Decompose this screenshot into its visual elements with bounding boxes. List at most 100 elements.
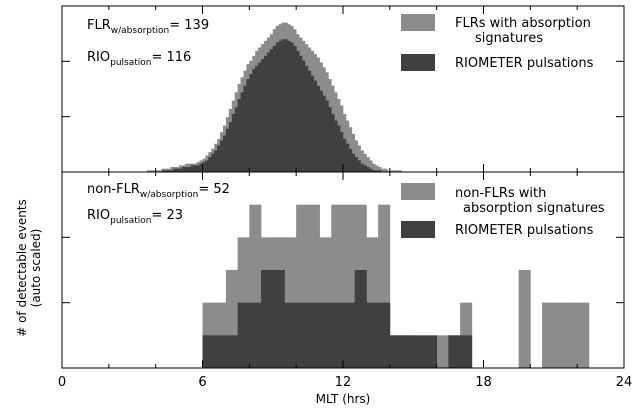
y-axis-label-line2: (auto scaled) — [29, 229, 43, 308]
bottom-annotation-nonflr: non-FLRw/absorption= 52 — [87, 182, 230, 200]
top-bar-pulsation — [296, 50, 300, 172]
top-bar-pulsation — [225, 128, 230, 172]
bot-annot-nonflr-name: non-FLR — [87, 182, 140, 197]
top-bar-pulsation — [354, 157, 358, 172]
top-bar-pulsation — [348, 148, 353, 172]
top-bar-pulsation — [302, 60, 306, 172]
top-bar-absorption — [383, 168, 388, 172]
top-bar-pulsation — [331, 113, 335, 172]
top-annotation-flr: FLRw/absorption= 139 — [87, 18, 209, 36]
bottom-bar-absorption — [518, 270, 531, 368]
top-bar-pulsation — [173, 168, 177, 172]
top-bar-pulsation — [217, 145, 221, 172]
top-bar-pulsation — [164, 170, 168, 172]
top-panel: FLRw/absorption= 139 RIOpulsation= 116 F… — [61, 5, 625, 173]
top-bar-absorption — [375, 165, 379, 172]
bottom-bar-pulsation — [214, 335, 227, 368]
top-bar-pulsation — [182, 167, 186, 172]
bottom-bar-pulsation — [225, 335, 238, 368]
top-bar-pulsation — [240, 92, 244, 172]
top-bar-pulsation — [187, 167, 192, 172]
top-annot-flr-sub: w/absorption — [111, 26, 169, 36]
top-bar-absorption — [381, 168, 385, 172]
top-bar-pulsation — [199, 163, 203, 172]
top-bar-pulsation — [205, 160, 209, 172]
top-bar-pulsation — [255, 65, 259, 172]
bottom-panel: non-FLRw/absorption= 52 RIOpulsation= 23… — [61, 171, 625, 369]
x-tick-label: 12 — [335, 375, 352, 390]
bottom-legend-label-absorption-2: absorption signatures — [463, 201, 605, 216]
top-bar-pulsation — [246, 79, 250, 172]
top-bar-pulsation — [281, 39, 285, 173]
bottom-bar-pulsation — [307, 302, 320, 368]
bot-annot-rio-sub: pulsation — [110, 216, 151, 226]
top-bar-absorption — [386, 170, 391, 172]
bottom-bar-pulsation — [389, 335, 402, 368]
x-axis-label: MLT (hrs) — [316, 392, 371, 406]
bottom-bar-absorption — [436, 335, 449, 368]
top-bar-pulsation — [214, 150, 218, 172]
top-bar-pulsation — [369, 168, 373, 172]
top-bar-pulsation — [176, 168, 180, 172]
x-tick-label: 0 — [58, 375, 66, 390]
top-bar-pulsation — [378, 170, 382, 172]
svg-text:FLRw/absorption= 139: FLRw/absorption= 139 — [87, 18, 209, 36]
bot-annot-rio-value: 23 — [167, 208, 184, 223]
top-bar-pulsation — [261, 59, 265, 173]
top-bar-pulsation — [193, 165, 197, 172]
top-bar-pulsation — [258, 62, 262, 172]
top-bar-pulsation — [313, 80, 318, 172]
top-bar-absorption — [357, 145, 361, 172]
bottom-bar-pulsation — [401, 335, 414, 368]
top-bar-absorption — [372, 163, 376, 172]
bottom-bar-pulsation — [413, 335, 426, 368]
top-legend: FLRs with absorption signatures RIOMETER… — [401, 14, 594, 71]
top-bar-pulsation — [222, 135, 227, 172]
bottom-bar-absorption — [565, 302, 578, 368]
top-bar-pulsation — [325, 100, 329, 172]
bottom-panel-frame — [61, 171, 625, 369]
bottom-bar-pulsation — [284, 302, 297, 368]
top-bar-pulsation — [269, 49, 274, 172]
bot-annot-nonflr-sub: w/absorption — [140, 190, 198, 200]
bottom-legend-label-absorption-1: non-FLRs with — [455, 186, 546, 201]
bottom-bar-absorption — [542, 302, 555, 368]
top-annot-rio-value: 116 — [167, 50, 192, 65]
bottom-bar-pulsation — [448, 335, 461, 368]
top-annot-rio-sub: pulsation — [110, 58, 151, 68]
top-bar-pulsation — [249, 74, 253, 172]
top-bar-pulsation — [357, 160, 361, 172]
bottom-bar-pulsation — [331, 302, 344, 368]
top-legend-swatch-pulsation — [401, 54, 435, 71]
top-bar-pulsation — [202, 162, 206, 172]
top-bar-pulsation — [266, 52, 271, 173]
top-bar-absorption — [389, 170, 394, 172]
top-bar-pulsation — [334, 120, 338, 172]
bottom-bar-pulsation — [343, 302, 356, 368]
top-bar-absorption — [146, 170, 151, 172]
top-bar-absorption — [152, 170, 157, 172]
bot-annot-nonflr-value: 52 — [213, 182, 230, 197]
bottom-bar-pulsation — [366, 302, 379, 368]
top-bar-pulsation — [263, 55, 268, 172]
top-bar-absorption — [392, 170, 397, 172]
y-axis-label: # of detectable events (auto scaled) — [15, 199, 43, 337]
top-bar-pulsation — [220, 140, 224, 172]
top-bar-pulsation — [360, 163, 364, 172]
top-bar-pulsation — [211, 153, 215, 172]
top-bar-absorption — [158, 170, 162, 172]
top-bar-pulsation — [337, 125, 341, 172]
top-annot-flr-value: 139 — [184, 18, 209, 33]
bottom-bar-pulsation — [237, 302, 250, 368]
svg-text:non-FLRw/absorption= 52: non-FLRw/absorption= 52 — [87, 182, 230, 200]
bottom-annotation-rio: RIOpulsation= 23 — [87, 208, 183, 226]
top-bar-pulsation — [190, 165, 195, 172]
top-bar-pulsation — [290, 42, 294, 172]
top-bar-pulsation — [208, 157, 212, 172]
top-bar-pulsation — [366, 167, 370, 172]
top-bar-pulsation — [252, 69, 256, 172]
top-bar-pulsation — [234, 107, 238, 172]
top-bar-pulsation — [196, 165, 200, 172]
top-bar-absorption — [398, 170, 402, 172]
x-tick-label: 6 — [198, 375, 206, 390]
